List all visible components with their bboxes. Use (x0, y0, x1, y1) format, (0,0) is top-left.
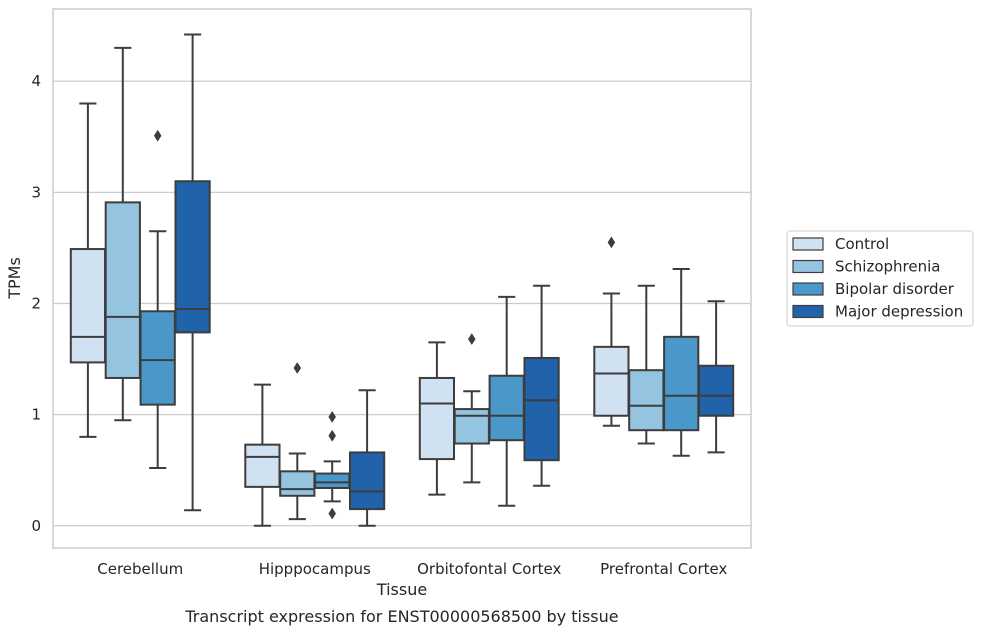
x-tick-label: Hipppocampus (259, 560, 371, 578)
box-0-0 (69, 102, 107, 438)
y-tick-label: 2 (31, 295, 41, 313)
legend-label: Bipolar disorder (835, 280, 955, 298)
legend-swatch (792, 282, 824, 296)
box-body (139, 310, 176, 406)
legend-swatch (792, 237, 824, 251)
y-axis-ticks: 0 1 2 3 4 (31, 72, 41, 535)
box-2-0 (139, 129, 176, 469)
box-body (314, 472, 351, 489)
box-body (593, 345, 630, 417)
legend-swatch (792, 304, 824, 319)
box-body (104, 201, 141, 379)
boxes-layer (69, 33, 735, 527)
legend: Control Schizophrenia Bipolar disorder Majo… (786, 230, 974, 327)
y-tick-label: 3 (31, 183, 41, 201)
box-body (628, 369, 665, 432)
legend-label: Control (835, 235, 889, 253)
outlier-marker (328, 507, 336, 520)
box-body (279, 470, 316, 497)
box-1-0 (104, 46, 141, 422)
box-body (244, 443, 281, 488)
box-body (453, 408, 490, 445)
outlier-marker (468, 333, 476, 346)
box-2-3 (663, 268, 700, 457)
y-tick-label: 4 (31, 72, 41, 90)
box-body (697, 364, 735, 417)
outlier-marker (153, 129, 162, 142)
box-3-0 (174, 33, 211, 512)
legend-frame (786, 230, 974, 327)
legend-swatch (792, 259, 824, 274)
outlier-marker (293, 361, 302, 374)
y-tick-label: 1 (31, 406, 41, 424)
outlier-marker (607, 236, 616, 249)
y-axis-label: TPMs (5, 257, 24, 300)
box-0-3 (593, 236, 630, 427)
box-body (69, 248, 107, 364)
legend-label: Major depression (835, 303, 963, 321)
box-0-2 (418, 341, 456, 496)
box-3-1 (348, 389, 386, 527)
x-tick-label: Prefrontal Cortex (600, 560, 727, 578)
box-3-3 (697, 300, 735, 454)
box-1-3 (628, 284, 665, 445)
box-body (174, 180, 211, 334)
box-0-1 (244, 383, 281, 527)
outlier-marker (328, 429, 336, 442)
box-body (523, 356, 560, 462)
box-2-1 (314, 410, 351, 520)
box-3-2 (523, 284, 560, 487)
box-body (348, 451, 386, 511)
y-tick-label: 0 (31, 517, 41, 535)
chart-caption: Transcript expression for ENST0000056850… (184, 607, 618, 626)
box-1-1 (279, 361, 316, 521)
box-body (488, 374, 525, 442)
legend-label: Schizophrenia (835, 258, 940, 276)
box-1-2 (453, 333, 490, 484)
x-axis-ticks: Cerebellum Hipppocampus Orbitofontal Corte… (97, 560, 727, 578)
x-tick-label: Orbitofontal Cortex (417, 560, 561, 578)
x-tick-label: Cerebellum (97, 560, 183, 578)
plot-frame (52, 8, 752, 549)
box-body (663, 335, 700, 432)
outlier-marker (328, 410, 336, 423)
box-body (418, 376, 456, 461)
x-axis-label: Tissue (376, 580, 427, 599)
box-2-2 (488, 295, 525, 507)
